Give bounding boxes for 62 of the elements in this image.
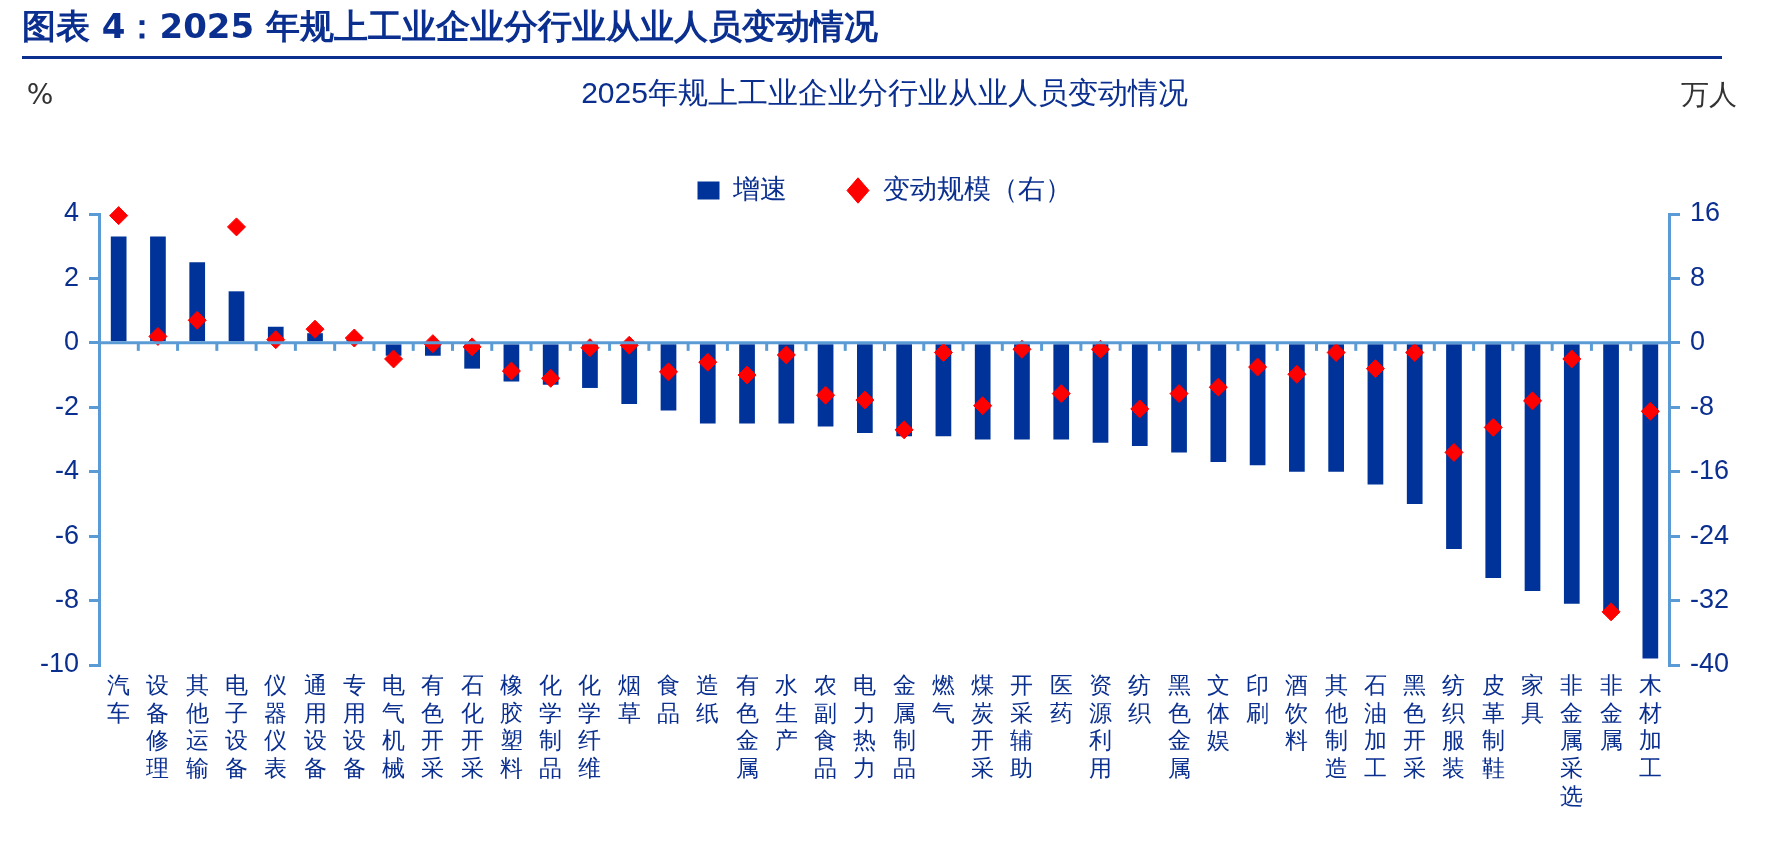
x-tick-label: 电气机械 (382, 672, 406, 781)
x-tick-label: 开采辅助 (1010, 672, 1034, 781)
x-tick-label: 仪器仪表 (264, 672, 288, 781)
x-tick-label: 水生产 (774, 672, 798, 754)
x-tick-label: 文体娱 (1206, 672, 1230, 754)
x-tick-label: 食品 (656, 672, 680, 726)
x-tick-label: 资源利用 (1089, 672, 1113, 781)
x-tick-label: 橡胶塑料 (499, 672, 523, 781)
x-tick-label: 有色金属 (735, 672, 759, 781)
x-tick-label: 皮革制鞋 (1481, 672, 1505, 781)
y2-tick-label: -16 (1689, 455, 1730, 486)
y2-tick-label: -40 (1689, 648, 1730, 679)
y-tick-label: 2 (63, 261, 80, 292)
x-tick-label: 黑色金属 (1167, 672, 1191, 781)
x-tick-label: 非金属 (1599, 672, 1623, 754)
x-tick-label: 煤炭开采 (971, 672, 995, 781)
x-tick-label: 电子设备 (224, 672, 248, 781)
y2-axis-title: 万人 (1681, 78, 1737, 112)
x-tick-label: 燃气 (931, 672, 955, 726)
y2-tick-label: 8 (1689, 261, 1706, 292)
y2-tick-label: 16 (1689, 197, 1721, 228)
x-tick-label: 有色开采 (421, 672, 445, 781)
y2-tick-label: -8 (1689, 390, 1714, 421)
chart-subtitle: 2025年规上工业企业分行业从业人员变动情况 (581, 76, 1188, 110)
y2-tick-label: 0 (1689, 326, 1706, 357)
y2-tick-label: -32 (1689, 584, 1730, 615)
x-tick-label: 其他运输 (185, 672, 209, 781)
x-tick-label: 专用设备 (342, 672, 366, 781)
x-tick-label: 烟草 (617, 672, 641, 726)
x-tick-label: 石油加工 (1363, 672, 1387, 781)
y-tick-label: 0 (63, 326, 80, 357)
x-tick-label: 纺织 (1128, 672, 1152, 726)
x-tick-label: 化学制品 (539, 672, 563, 781)
x-tick-label: 其他制造 (1324, 672, 1348, 781)
x-tick-label: 医药 (1049, 672, 1073, 726)
x-tick-label: 黑色开采 (1403, 672, 1427, 781)
x-tick-label: 酒饮料 (1284, 672, 1309, 754)
x-tick-label: 纺织服装 (1442, 672, 1466, 781)
y-tick-label: -2 (55, 390, 80, 421)
x-tick-label: 设备修理 (146, 672, 170, 781)
x-tick-label: 化学纤维 (578, 672, 602, 781)
x-tick-label: 电力热力 (853, 672, 877, 781)
y-tick-label: -6 (55, 519, 80, 550)
x-tick-label: 家具 (1521, 672, 1545, 726)
x-tick-label: 木材加工 (1637, 672, 1662, 781)
y-axis-title: % (26, 78, 54, 112)
x-tick-label: 农副食品 (814, 672, 838, 781)
x-tick-label: 金属制品 (892, 672, 916, 781)
x-tick-label: 通用设备 (303, 672, 327, 781)
x-tick-label: 印刷 (1246, 672, 1270, 726)
x-tick-label: 石化开采 (460, 672, 484, 781)
legend-label: 增速 (732, 173, 787, 204)
x-tick-label: 汽车 (107, 672, 131, 726)
chart-title: 图表 4：2025 年规上工业企业分行业从业人员变动情况 (22, 4, 1722, 59)
y-tick-label: -4 (55, 455, 80, 486)
y-tick-label: -8 (55, 584, 80, 615)
x-tick-label: 造纸 (696, 672, 720, 726)
legend-label: 变动规模（右） (882, 173, 1072, 204)
x-tick-label: 非金属采选 (1560, 672, 1584, 809)
y2-tick-label: -24 (1689, 519, 1730, 550)
y-tick-label: -10 (39, 648, 80, 679)
y-tick-label: 4 (63, 197, 80, 228)
